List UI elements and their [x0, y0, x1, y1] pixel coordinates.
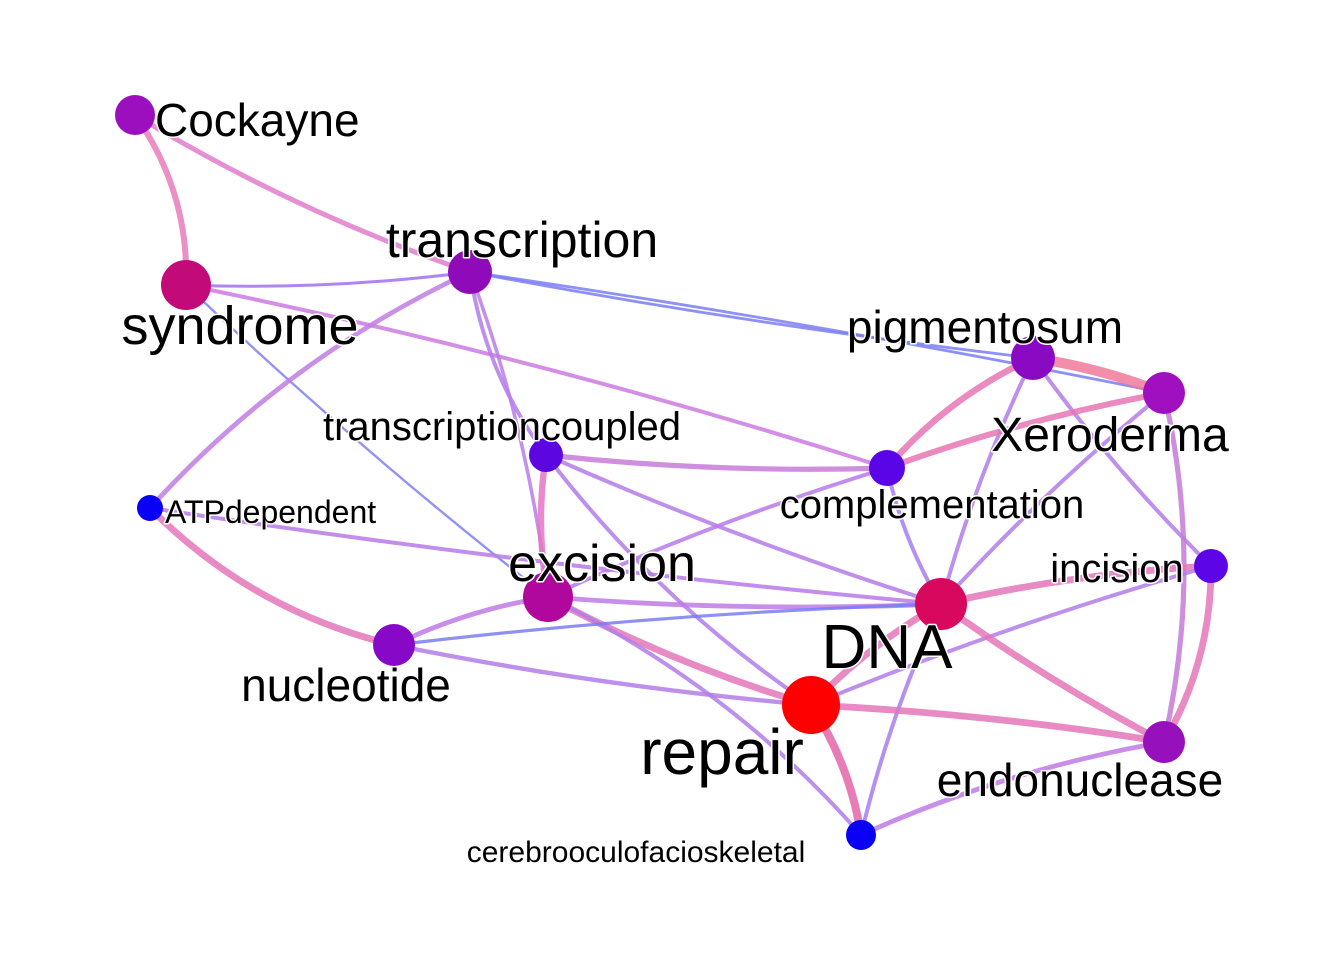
node-label-excision: excision [508, 535, 696, 593]
edge-excision-repair [544, 593, 815, 709]
node-label-cerebrooculofacioskeletal: cerebrooculofacioskeletal [467, 836, 806, 869]
edge-transcription-transcriptioncoupled [468, 270, 548, 457]
node-label-transcription: transcription [386, 212, 658, 268]
edge-complementation-excision [546, 466, 889, 599]
node-syndrome [161, 260, 211, 310]
node-label-nucleotide: nucleotide [241, 659, 451, 711]
node-label-ATPdependent: ATPdependent [165, 494, 376, 530]
edge-pigmentosum-incision [1031, 356, 1213, 568]
edge-transcription-ATPdependent [147, 269, 473, 511]
node-label-pigmentosum: pigmentosum [847, 301, 1123, 353]
node-label-complementation: complementation [780, 483, 1085, 527]
edge-ATPdependent-nucleotide [146, 504, 398, 649]
node-incision [1194, 549, 1228, 583]
edge-DNA-endonuclease [937, 600, 1168, 746]
edge-transcriptioncoupled-complementation [543, 452, 890, 472]
edge-ATPdependent-DNA [148, 506, 943, 606]
edge-layer [132, 112, 1215, 839]
edge-transcriptioncoupled-DNA [544, 453, 943, 606]
node-transcriptioncoupled [529, 438, 563, 472]
node-cerebrooculofacioskeletal [846, 820, 876, 850]
edge-repair-endonuclease [807, 701, 1168, 746]
label-layer: Cockayne transcription syndrome pigmentosum… [120, 93, 1231, 871]
node-DNA [915, 578, 967, 630]
node-label-DNA: DNA [822, 613, 954, 682]
node-ATPdependent [137, 495, 163, 521]
edge-Xeroderma-complementation [884, 390, 1167, 471]
edge-transcriptioncoupled-repair [544, 453, 813, 707]
node-Cockayne [115, 95, 155, 135]
edge-syndrome-complementation [184, 283, 889, 470]
node-excision [523, 572, 573, 622]
edge-incision-DNA [937, 562, 1215, 608]
node-label-endonuclease: endonuclease [937, 754, 1223, 806]
edge-Xeroderma-DNA [939, 391, 1166, 606]
node-repair [782, 676, 840, 734]
edge-pigmentosum-DNA [939, 356, 1035, 606]
node-layer [115, 95, 1228, 850]
edge-endonuclease-cerebrooculofacioskeletal [858, 739, 1167, 838]
edge-transcription-Xeroderma [468, 270, 1166, 395]
edge-excision-cerebrooculofacioskeletal [546, 595, 863, 837]
node-label-Cockayne: Cockayne [155, 94, 360, 146]
edge-DNA-nucleotide [392, 602, 943, 647]
node-Xeroderma [1143, 372, 1185, 414]
node-label-Xeroderma: Xeroderma [991, 409, 1229, 462]
edge-nucleotide-repair [391, 642, 814, 708]
edge-pigmentosum-complementation [883, 354, 1037, 472]
edge-DNA-cerebrooculofacioskeletal [859, 602, 943, 837]
node-label-syndrome: syndrome [121, 296, 358, 356]
node-complementation [869, 450, 905, 486]
node-transcription [448, 250, 492, 294]
edge-transcription-pigmentosum [468, 270, 1035, 360]
edge-syndrome-transcription [184, 270, 472, 288]
node-nucleotide [373, 624, 415, 666]
node-label-transcriptioncoupled: transcriptioncoupled [323, 405, 681, 449]
node-pigmentosum [1011, 336, 1055, 380]
edge-Cockayne-transcription [132, 112, 473, 275]
node-label-repair: repair [640, 716, 804, 788]
node-label-incision: incision [1050, 547, 1183, 591]
node-endonuclease [1143, 721, 1185, 763]
edge-incision-repair [809, 564, 1213, 707]
edge-incision-endonuclease [1160, 562, 1215, 746]
